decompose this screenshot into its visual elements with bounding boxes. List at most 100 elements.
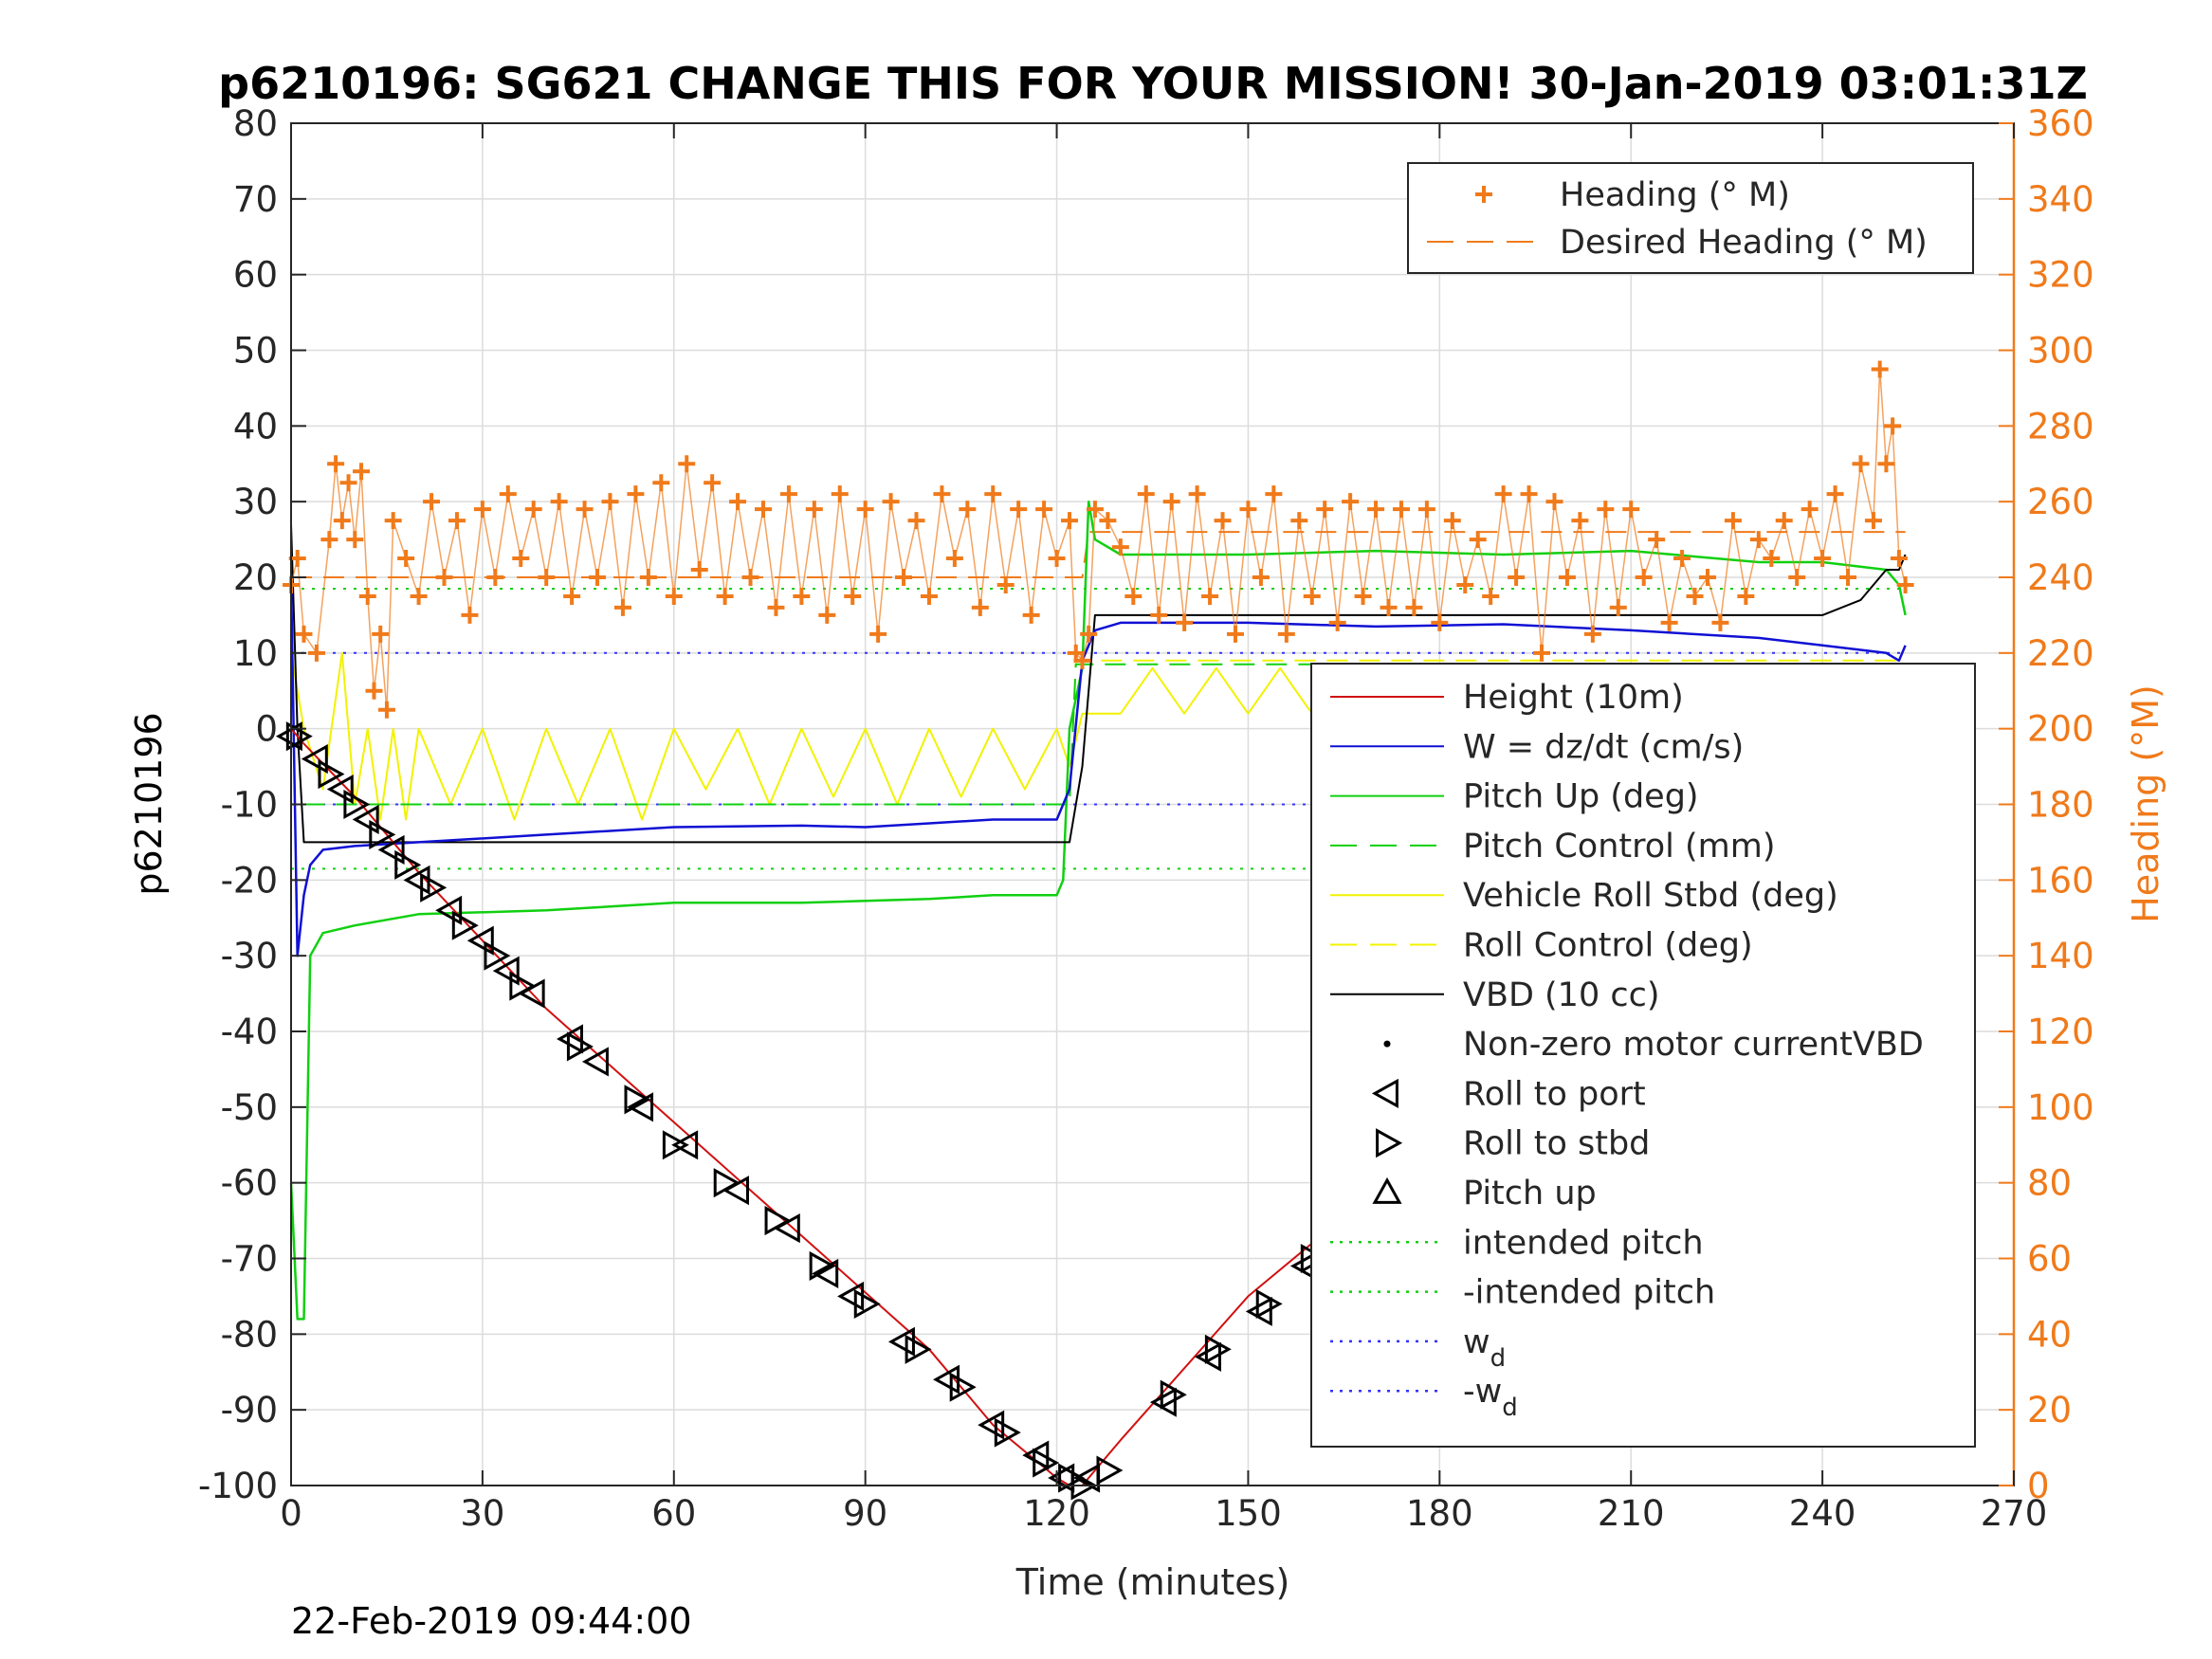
roll-to-port-point xyxy=(275,721,302,752)
heading-point xyxy=(1354,587,1372,605)
legend-swatch-dot xyxy=(1383,1040,1391,1048)
heading-point xyxy=(1150,606,1168,624)
heading-point xyxy=(1864,512,1882,530)
heading-point xyxy=(1482,587,1500,605)
heading-point xyxy=(550,493,568,511)
heading-point xyxy=(372,625,390,643)
y-tick-label: 10 xyxy=(233,633,278,674)
legend-label-text: Roll to stbd xyxy=(1463,1125,1650,1163)
y-right-tick-label: 300 xyxy=(2027,331,2094,372)
heading-point xyxy=(1265,485,1283,503)
y-right-tick-label: 360 xyxy=(2027,103,2094,144)
roll-to-stbd-point xyxy=(662,1130,689,1160)
heading-point xyxy=(704,474,722,492)
heading-point xyxy=(339,474,357,492)
legend-label: Pitch Control (mm) xyxy=(1463,828,1775,866)
heading-point xyxy=(589,569,607,586)
roll-to-stbd-point xyxy=(1160,1379,1187,1410)
heading-point xyxy=(1826,485,1844,503)
x-axis-label: Time (minutes) xyxy=(1015,1561,1290,1603)
heading-point xyxy=(1711,613,1729,631)
legend-label-text: Pitch Control (mm) xyxy=(1463,828,1775,866)
x-tick-label: 120 xyxy=(1023,1493,1090,1534)
heading-point xyxy=(1583,625,1601,643)
heading-point xyxy=(1431,613,1449,631)
heading-point xyxy=(665,587,683,605)
roll-to-port-point xyxy=(1194,1341,1221,1372)
y-right-axis-label: Heading (°M) xyxy=(2125,684,2166,923)
heading-point xyxy=(1520,485,1538,503)
legend-label-text: Non-zero motor currentVBD xyxy=(1463,1026,1924,1064)
roll-to-stbd-point xyxy=(713,1168,740,1198)
heading-point xyxy=(1686,587,1704,605)
series-line-pitch-up-deg xyxy=(289,500,1907,1321)
heading-point xyxy=(779,485,797,503)
y-tick-label: 80 xyxy=(233,103,278,144)
heading-point xyxy=(346,531,364,549)
heading-point xyxy=(1061,512,1079,530)
heading-point xyxy=(1086,501,1104,519)
roll-to-stbd-point xyxy=(566,1031,594,1062)
roll-to-stbd-point xyxy=(1096,1455,1124,1486)
heading-point xyxy=(358,587,376,605)
roll-to-stbd-point xyxy=(394,849,422,880)
heading-point xyxy=(1342,493,1360,511)
y-axis-label: p6210196 xyxy=(128,712,170,895)
heading-point xyxy=(1635,569,1653,586)
y-right-tick-label: 60 xyxy=(2027,1239,2072,1280)
roll-to-stbd-point xyxy=(624,1085,651,1115)
x-tick-label: 60 xyxy=(651,1493,696,1534)
heading-point xyxy=(1239,501,1257,519)
heading-point xyxy=(1788,569,1806,586)
y-right-tick-label: 180 xyxy=(2027,785,2094,826)
legend-label: -wd xyxy=(1463,1373,1518,1422)
heading-point xyxy=(1609,598,1627,616)
legend-label-text: -intended pitch xyxy=(1463,1274,1715,1312)
legend-label: Desired Heading (° M) xyxy=(1560,224,1928,262)
heading-point xyxy=(524,501,542,519)
heading-point xyxy=(295,625,313,643)
heading-point xyxy=(716,587,734,605)
y-tick-label: -10 xyxy=(221,785,278,826)
heading-point xyxy=(1508,569,1526,586)
heading-point xyxy=(1328,613,1346,631)
y-tick-label: -80 xyxy=(221,1314,278,1355)
roll-to-stbd-point xyxy=(451,910,479,940)
y-tick-label: -30 xyxy=(221,936,278,976)
heading-point xyxy=(1775,512,1793,530)
heading-point xyxy=(1277,625,1295,643)
heading-point xyxy=(1660,613,1678,631)
x-tick-label: 0 xyxy=(280,1493,302,1534)
series-line-vbd-10-cc xyxy=(290,524,1907,844)
heading-point xyxy=(601,493,619,511)
roll-to-stbd-point xyxy=(285,721,313,752)
heading-point xyxy=(805,501,823,519)
x-tick-label: 180 xyxy=(1406,1493,1473,1534)
heading-point xyxy=(1099,512,1117,530)
roll-to-port-point xyxy=(671,1130,699,1160)
heading-point xyxy=(1226,625,1244,643)
y-right-tick-label: 160 xyxy=(2027,860,2094,901)
legend-heading: Heading (° M) Desired Heading (° M) xyxy=(1407,162,1974,274)
series-line-heading xyxy=(290,369,1907,710)
roll-to-stbd-point xyxy=(318,759,345,790)
heading-point xyxy=(933,485,951,503)
roll-to-port-point xyxy=(301,744,328,775)
y-right-tick-label: 200 xyxy=(2027,709,2094,750)
roll-to-stbd-point xyxy=(369,819,396,849)
heading-point xyxy=(971,598,989,616)
roll-to-port-point xyxy=(1149,1387,1177,1417)
roll-to-port-point xyxy=(812,1258,839,1289)
heading-point xyxy=(1801,501,1819,519)
legend-label-text: Height (10m) xyxy=(1463,679,1684,717)
roll-to-stbd-point xyxy=(853,1288,881,1319)
footer-timestamp: 22-Feb-2019 09:44:00 xyxy=(291,1600,692,1642)
heading-point xyxy=(741,569,759,586)
roll-to-stbd-point xyxy=(420,872,448,902)
legend-label-text: Vehicle Roll Stbd (deg) xyxy=(1463,877,1838,915)
roll-to-stbd-point xyxy=(905,1334,932,1364)
roll-to-stbd-point xyxy=(1255,1288,1283,1319)
roll-to-port-point xyxy=(627,1092,654,1122)
heading-point xyxy=(1214,512,1232,530)
